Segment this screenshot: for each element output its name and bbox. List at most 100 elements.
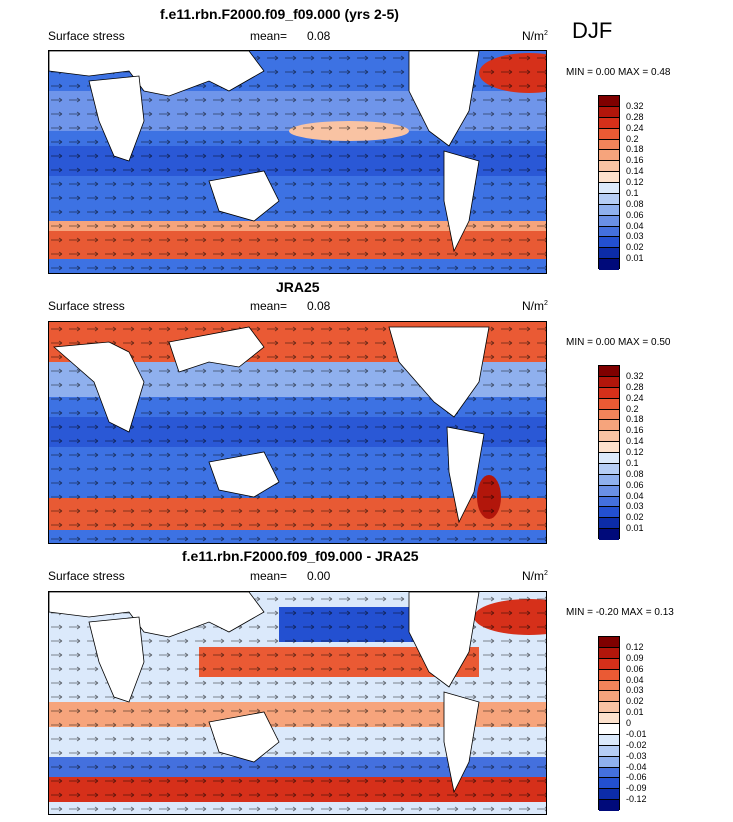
colorbar-tick-label: 0.06 xyxy=(626,479,644,490)
panel-1-min-max: MIN = 0.00 MAX = 0.48 xyxy=(566,67,671,78)
colorbar-swatch xyxy=(599,161,619,173)
colorbar-tick-label: 0.1 xyxy=(626,187,639,198)
colorbar-swatch xyxy=(599,183,619,194)
colorbar-tick-label: 0.28 xyxy=(626,111,644,122)
colorbar-tick-label: 0.12 xyxy=(626,447,644,457)
colorbar-swatch xyxy=(599,789,619,801)
colorbar-swatch xyxy=(599,745,619,757)
panel-3-colorbar xyxy=(598,636,620,811)
colorbar-tick-label: -0.04 xyxy=(626,761,647,772)
panel-3-variable-label: Surface stress xyxy=(48,569,125,583)
colorbar-tick-label: -0.12 xyxy=(626,794,647,805)
colorbar-swatch xyxy=(599,702,619,714)
panel-1-variable-label: Surface stress xyxy=(48,29,125,43)
colorbar-swatch xyxy=(599,248,619,260)
colorbar-tick-label: 0.32 xyxy=(626,100,644,111)
panel-2-colorbar xyxy=(598,365,620,540)
colorbar-tick-label: 0.04 xyxy=(626,674,644,685)
colorbar-swatch xyxy=(599,680,619,692)
colorbar-tick-label: 0.16 xyxy=(626,155,644,166)
colorbar-swatch xyxy=(599,226,619,238)
panel-3-units: N/m2 xyxy=(522,569,548,583)
colorbar-tick-label: 0.14 xyxy=(626,166,644,177)
colorbar-swatch xyxy=(599,778,619,790)
panel-2-map xyxy=(48,321,547,544)
colorbar-swatch xyxy=(599,193,619,205)
colorbar-tick-label: 0.08 xyxy=(626,198,644,209)
colorbar-tick-label: -0.01 xyxy=(626,728,647,739)
panel-2-mean-value: 0.08 xyxy=(307,299,331,313)
colorbar-swatch xyxy=(599,139,619,151)
colorbar-swatch xyxy=(599,237,619,249)
colorbar-tick-label: 0.09 xyxy=(626,652,644,663)
colorbar-tick-label: 0.2 xyxy=(626,133,639,144)
colorbar-swatch xyxy=(599,529,619,540)
colorbar-swatch xyxy=(599,442,619,453)
colorbar-tick-label: 0.1 xyxy=(626,457,639,468)
colorbar-swatch xyxy=(599,485,619,497)
colorbar-swatch xyxy=(599,756,619,768)
colorbar-tick-label: 0.12 xyxy=(626,641,644,652)
colorbar-swatch xyxy=(599,474,619,486)
panel-3-map-field xyxy=(49,592,546,814)
colorbar-swatch xyxy=(599,409,619,421)
colorbar-tick-label: 0.06 xyxy=(626,663,644,674)
colorbar-swatch xyxy=(599,767,619,779)
colorbar-tick-label: 0 xyxy=(626,718,632,728)
colorbar-tick-label: 0.02 xyxy=(626,512,644,523)
colorbar-swatch xyxy=(599,204,619,216)
panel-1-mean-label: mean= xyxy=(250,29,288,43)
colorbar-swatch xyxy=(599,172,619,183)
colorbar-tick-label: 0.03 xyxy=(626,501,644,512)
panel-1-units: N/m2 xyxy=(522,29,548,43)
panel-2-title: JRA25 xyxy=(276,279,320,295)
colorbar-swatch xyxy=(599,734,619,746)
colorbar-swatch xyxy=(599,691,619,703)
colorbar-tick-label: 0.04 xyxy=(626,490,644,501)
colorbar-swatch xyxy=(599,96,619,107)
colorbar-tick-label: 0.24 xyxy=(626,392,644,403)
panel-3-min-max: MIN = -0.20 MAX = 0.13 xyxy=(566,607,674,618)
colorbar-tick-label: 0.12 xyxy=(626,177,644,187)
colorbar-tick-label: 0.32 xyxy=(626,370,644,381)
colorbar-swatch xyxy=(599,647,619,659)
colorbar-swatch xyxy=(599,376,619,388)
panel-1-colorbar xyxy=(598,95,620,270)
colorbar-tick-label: 0.01 xyxy=(626,707,644,718)
colorbar-swatch xyxy=(599,507,619,519)
colorbar-swatch xyxy=(599,637,619,648)
colorbar-tick-label: 0.24 xyxy=(626,122,644,133)
colorbar-tick-label: 0.01 xyxy=(626,253,644,264)
panel-1-title: f.e11.rbn.F2000.f09_f09.000 (yrs 2-5) xyxy=(160,6,399,22)
panel-2-units: N/m2 xyxy=(522,299,548,313)
colorbar-tick-label: 0.14 xyxy=(626,436,644,447)
colorbar-swatch xyxy=(599,150,619,162)
colorbar-swatch xyxy=(599,658,619,670)
colorbar-swatch xyxy=(599,387,619,399)
panel-1-mean-value: 0.08 xyxy=(307,29,331,43)
colorbar-swatch xyxy=(599,117,619,129)
colorbar-tick-label: -0.09 xyxy=(626,783,647,794)
colorbar-tick-label: -0.03 xyxy=(626,750,647,761)
colorbar-tick-label: -0.02 xyxy=(626,739,647,750)
colorbar-tick-label: 0.06 xyxy=(626,209,644,220)
colorbar-tick-label: 0.03 xyxy=(626,231,644,242)
colorbar-tick-label: 0.18 xyxy=(626,144,644,155)
panel-2-min-max: MIN = 0.00 MAX = 0.50 xyxy=(566,337,671,348)
colorbar-tick-label: 0.03 xyxy=(626,685,644,696)
colorbar-swatch xyxy=(599,463,619,475)
colorbar-swatch xyxy=(599,215,619,227)
colorbar-swatch xyxy=(599,669,619,681)
panel-1-map-field xyxy=(49,51,546,273)
colorbar-tick-label: -0.06 xyxy=(626,772,647,783)
colorbar-tick-label: 0.02 xyxy=(626,696,644,707)
panel-1-map xyxy=(48,50,547,274)
colorbar-tick-label: 0.08 xyxy=(626,468,644,479)
colorbar-tick-label: 0.04 xyxy=(626,220,644,231)
colorbar-swatch xyxy=(599,496,619,508)
colorbar-swatch xyxy=(599,420,619,432)
colorbar-swatch xyxy=(599,453,619,464)
colorbar-swatch xyxy=(599,398,619,410)
colorbar-swatch xyxy=(599,724,619,735)
colorbar-swatch xyxy=(599,106,619,118)
